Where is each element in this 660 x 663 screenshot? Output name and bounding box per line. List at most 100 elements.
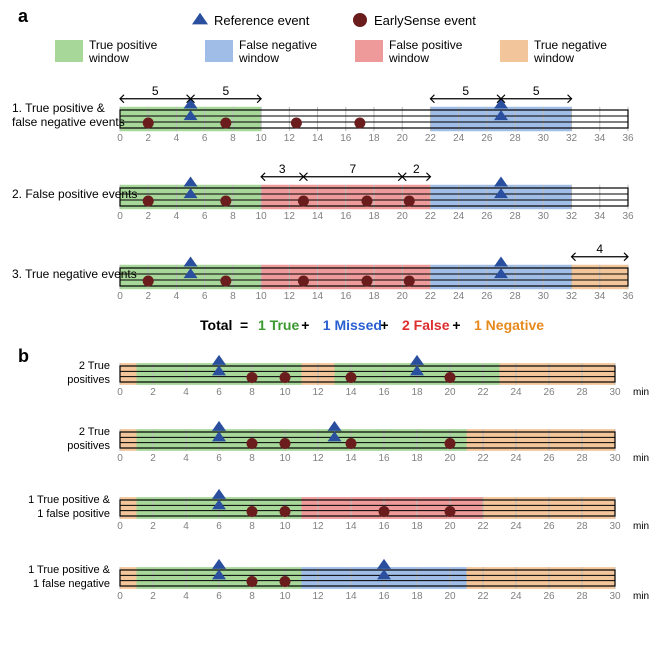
svg-text:24: 24 bbox=[510, 453, 522, 464]
svg-text:Total: Total bbox=[200, 317, 232, 333]
svg-text:8: 8 bbox=[230, 133, 236, 144]
svg-text:window: window bbox=[238, 51, 279, 65]
svg-text:2 False: 2 False bbox=[402, 317, 450, 333]
svg-text:30: 30 bbox=[609, 591, 621, 602]
svg-text:0: 0 bbox=[117, 521, 123, 532]
svg-text:2: 2 bbox=[145, 211, 151, 222]
svg-text:10: 10 bbox=[279, 591, 291, 602]
svg-text:8: 8 bbox=[230, 211, 236, 222]
svg-text:16: 16 bbox=[340, 133, 352, 144]
timeline-row: 0246810121416182022242628303234363722. F… bbox=[12, 162, 634, 222]
svg-text:26: 26 bbox=[481, 211, 493, 222]
svg-text:12: 12 bbox=[312, 521, 324, 532]
svg-text:22: 22 bbox=[477, 591, 489, 602]
svg-text:b: b bbox=[18, 346, 29, 366]
svg-text:4: 4 bbox=[183, 591, 189, 602]
svg-text:2: 2 bbox=[413, 162, 420, 176]
svg-text:28: 28 bbox=[510, 291, 522, 302]
svg-text:16: 16 bbox=[378, 387, 390, 398]
svg-text:1. True positive &: 1. True positive & bbox=[12, 101, 105, 115]
svg-text:window: window bbox=[88, 51, 129, 65]
svg-text:18: 18 bbox=[368, 291, 380, 302]
svg-text:20: 20 bbox=[397, 133, 409, 144]
figure-root: aReference eventEarlySense eventTrue pos… bbox=[0, 0, 660, 658]
svg-text:6: 6 bbox=[202, 211, 208, 222]
svg-text:22: 22 bbox=[477, 453, 489, 464]
svg-text:18: 18 bbox=[411, 591, 423, 602]
svg-text:28: 28 bbox=[510, 211, 522, 222]
svg-text:6: 6 bbox=[202, 133, 208, 144]
svg-text:14: 14 bbox=[312, 133, 324, 144]
svg-text:24: 24 bbox=[510, 387, 522, 398]
svg-text:20: 20 bbox=[397, 211, 409, 222]
svg-text:28: 28 bbox=[510, 133, 522, 144]
timeline-row: 024681012141618202224262830min1 True pos… bbox=[28, 489, 649, 532]
svg-text:14: 14 bbox=[345, 387, 357, 398]
svg-text:+: + bbox=[301, 317, 309, 333]
svg-text:10: 10 bbox=[279, 521, 291, 532]
svg-text:6: 6 bbox=[216, 453, 222, 464]
svg-text:16: 16 bbox=[378, 521, 390, 532]
svg-text:1 Negative: 1 Negative bbox=[474, 317, 544, 333]
svg-text:10: 10 bbox=[279, 387, 291, 398]
timeline-row: 02468101214161820222426283032343655551. … bbox=[12, 84, 634, 144]
svg-text:6: 6 bbox=[202, 291, 208, 302]
svg-text:7: 7 bbox=[349, 162, 356, 176]
svg-text:min: min bbox=[633, 591, 649, 602]
svg-text:4: 4 bbox=[183, 387, 189, 398]
svg-text:34: 34 bbox=[594, 211, 606, 222]
svg-text:false negative events: false negative events bbox=[12, 115, 125, 129]
svg-text:18: 18 bbox=[411, 521, 423, 532]
svg-text:5: 5 bbox=[222, 84, 229, 98]
timeline-row: 024681012141618202224262830min2 Trueposi… bbox=[67, 355, 649, 398]
svg-text:16: 16 bbox=[340, 291, 352, 302]
svg-text:1 false negative: 1 false negative bbox=[33, 578, 110, 590]
svg-text:14: 14 bbox=[312, 211, 324, 222]
svg-text:2: 2 bbox=[150, 521, 156, 532]
svg-text:+: + bbox=[380, 317, 388, 333]
svg-text:20: 20 bbox=[397, 291, 409, 302]
svg-text:12: 12 bbox=[284, 133, 296, 144]
svg-text:10: 10 bbox=[279, 453, 291, 464]
svg-text:positives: positives bbox=[67, 374, 110, 386]
svg-text:5: 5 bbox=[152, 84, 159, 98]
svg-text:2: 2 bbox=[150, 453, 156, 464]
svg-text:8: 8 bbox=[249, 387, 255, 398]
svg-text:0: 0 bbox=[117, 387, 123, 398]
svg-text:14: 14 bbox=[312, 291, 324, 302]
svg-text:34: 34 bbox=[594, 291, 606, 302]
svg-text:True positive: True positive bbox=[89, 38, 158, 52]
timeline-row: 024681012141618202224262830min1 True pos… bbox=[28, 559, 649, 602]
svg-text:1 True positive &: 1 True positive & bbox=[28, 494, 111, 506]
svg-text:1 True: 1 True bbox=[258, 317, 299, 333]
svg-text:24: 24 bbox=[510, 591, 522, 602]
svg-text:16: 16 bbox=[378, 591, 390, 602]
svg-text:Reference event: Reference event bbox=[214, 13, 310, 28]
svg-text:14: 14 bbox=[345, 521, 357, 532]
svg-text:8: 8 bbox=[249, 591, 255, 602]
svg-text:8: 8 bbox=[230, 291, 236, 302]
svg-text:+: + bbox=[452, 317, 460, 333]
svg-text:2. False positive events: 2. False positive events bbox=[12, 187, 137, 201]
svg-text:False positive: False positive bbox=[389, 38, 463, 52]
svg-text:26: 26 bbox=[543, 591, 555, 602]
svg-text:22: 22 bbox=[425, 291, 437, 302]
svg-text:12: 12 bbox=[284, 291, 296, 302]
svg-text:2 True: 2 True bbox=[79, 360, 110, 372]
svg-text:20: 20 bbox=[444, 521, 456, 532]
svg-text:22: 22 bbox=[477, 521, 489, 532]
svg-text:0: 0 bbox=[117, 591, 123, 602]
svg-text:3. True negative events: 3. True negative events bbox=[12, 267, 137, 281]
svg-text:20: 20 bbox=[444, 591, 456, 602]
svg-text:min: min bbox=[633, 387, 649, 398]
svg-text:30: 30 bbox=[538, 211, 550, 222]
svg-text:26: 26 bbox=[481, 291, 493, 302]
figure-svg: aReference eventEarlySense eventTrue pos… bbox=[0, 0, 660, 658]
svg-text:26: 26 bbox=[543, 521, 555, 532]
svg-text:22: 22 bbox=[425, 211, 437, 222]
svg-text:30: 30 bbox=[538, 133, 550, 144]
svg-text:0: 0 bbox=[117, 211, 123, 222]
svg-text:14: 14 bbox=[345, 453, 357, 464]
svg-text:32: 32 bbox=[566, 291, 578, 302]
svg-text:4: 4 bbox=[183, 521, 189, 532]
